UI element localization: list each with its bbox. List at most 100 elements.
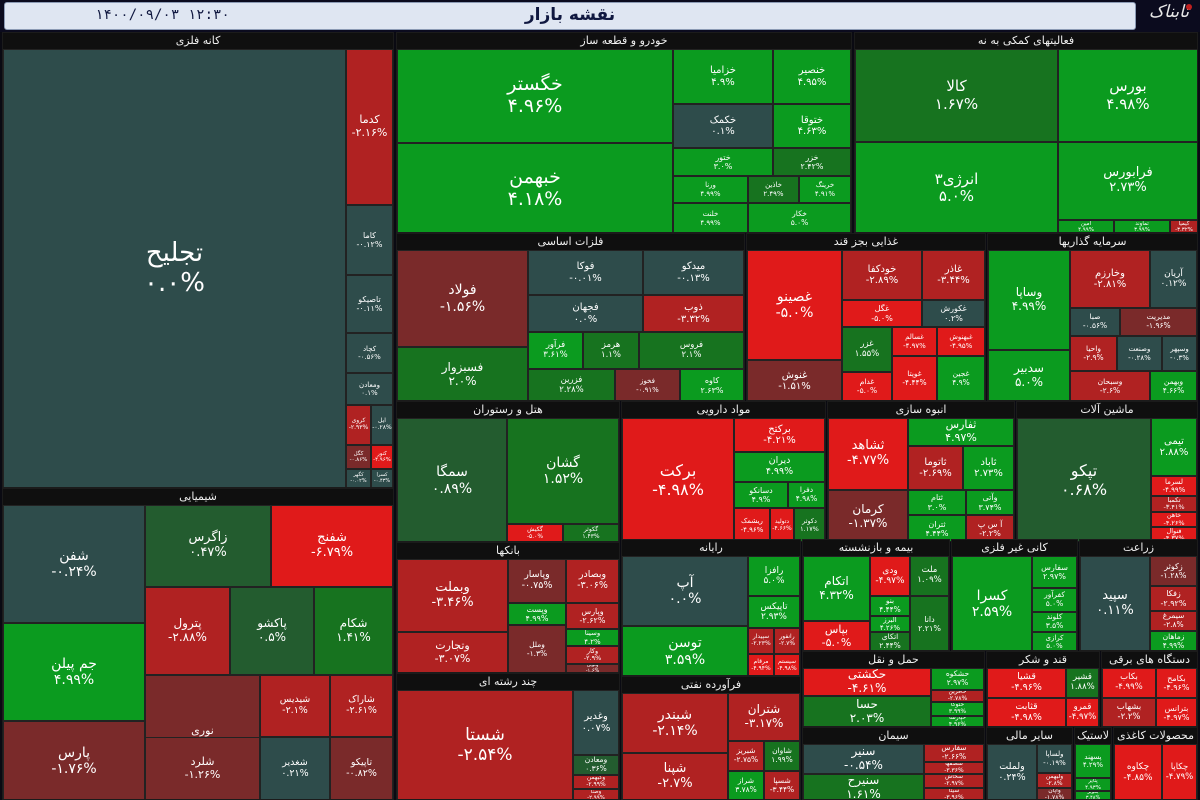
stock-tile[interactable]: زماهان ۴.۹۹% (1150, 631, 1197, 650)
stock-tile[interactable]: زفکا -۲.۹۲% (1150, 586, 1197, 611)
stock-tile[interactable]: شاوان ۱.۹۹% (764, 741, 800, 771)
stock-tile[interactable]: کاما -۰.۱۲% (346, 205, 393, 275)
stock-tile[interactable]: بکاب -۴.۹۹% (1102, 668, 1156, 698)
stock-tile[interactable]: سفارس -۲.۶۶% (924, 744, 984, 762)
stock-tile[interactable]: سنیرح ۱.۶۱% (803, 774, 924, 799)
stock-tile[interactable]: غسالم -۴.۹۷% (892, 327, 937, 356)
stock-tile[interactable]: تجلیح ۰.۰% (3, 49, 346, 487)
stock-tile[interactable]: سپید ۰.۱۱% (1080, 556, 1150, 650)
stock-tile[interactable]: امین ۴.۹۹% (1058, 220, 1114, 232)
stock-tile[interactable]: پتایر ۴.۹۳% (1075, 778, 1111, 791)
stock-tile[interactable]: غزر ۱.۵۵% (842, 327, 892, 372)
stock-tile[interactable]: خاذین ۲.۴۹% (748, 176, 799, 203)
stock-tile[interactable]: زاگرس ۰.۴۷% (145, 505, 271, 587)
stock-tile[interactable]: البرز ۴.۲۶% (870, 616, 910, 632)
stock-tile[interactable]: رانفور -۲.۷% (774, 628, 800, 654)
stock-tile[interactable]: غدام -۵.۰% (842, 372, 892, 400)
stock-tile[interactable]: چکاپا -۴.۷۹% (1162, 744, 1197, 799)
stock-tile[interactable]: گشان ۱.۵۲% (507, 418, 619, 524)
stock-tile[interactable]: تاصیکو -۰.۱۱% (346, 275, 393, 333)
stock-tile[interactable]: سخاش -۲.۹۷% (924, 774, 984, 788)
stock-tile[interactable]: ختوقا ۴.۶۳% (773, 104, 851, 148)
stock-tile[interactable]: آ س پ -۲.۲% (966, 515, 1014, 541)
stock-tile[interactable]: حتوکا ۳.۹۹% (931, 702, 984, 716)
stock-tile[interactable]: قشیر ۱.۸۸% (1066, 668, 1099, 698)
stock-tile[interactable]: کیمیا -۳.۳۲% (1170, 220, 1197, 232)
stock-tile[interactable]: کسرا ۲.۵۹% (952, 556, 1032, 650)
stock-tile[interactable]: پترول -۲.۸۸% (145, 587, 230, 675)
stock-tile[interactable]: دانا ۲.۲۱% (910, 596, 949, 650)
stock-tile[interactable]: کگل -۰.۸۶% (346, 445, 371, 469)
stock-tile[interactable]: ثفارس ۴.۹۷% (908, 418, 1014, 446)
stock-tile[interactable]: رافزا ۵.۰% (748, 556, 800, 596)
stock-tile[interactable]: ومعادن ۰.۳۶% (573, 755, 619, 775)
stock-tile[interactable]: وپاسار -۰.۷۵% (508, 559, 566, 603)
stock-tile[interactable]: حکشتی -۴.۶۱% (803, 668, 931, 696)
stock-tile[interactable]: سیمرغ -۲.۸% (1150, 611, 1197, 631)
stock-tile[interactable]: وکار -۲.۹% (566, 646, 619, 664)
stock-tile[interactable]: شفن -۰.۲۴% (3, 505, 145, 623)
stock-tile[interactable]: سپیدار -۲.۲۳% (748, 628, 774, 654)
stock-tile[interactable]: وپارس -۲.۶۲% (566, 603, 619, 629)
stock-tile[interactable]: کسرا -۰.۴۳% (371, 469, 393, 487)
stock-tile[interactable]: ثتران ۴.۴۴% (908, 515, 966, 541)
stock-tile[interactable]: حپارسا ۴.۹۶% (931, 716, 984, 726)
stock-tile[interactable]: تماوند ۳.۹۹% (1114, 220, 1170, 232)
stock-tile[interactable]: قمرو -۴.۹۷% (1066, 698, 1099, 726)
stock-tile[interactable]: شیدیس -۲.۱% (260, 675, 330, 737)
stock-tile[interactable]: غجین ۴.۹% (937, 356, 985, 400)
stock-tile[interactable]: پارس -۱.۷۶% (3, 721, 145, 799)
stock-tile[interactable]: تکمبا -۳.۴۱% (1151, 496, 1197, 512)
stock-tile[interactable]: کرازی ۵.۰% (1032, 632, 1077, 650)
stock-tile[interactable]: حافرین -۲.۷۸% (931, 690, 984, 702)
stock-tile[interactable]: شستا -۲.۵۴% (397, 690, 573, 799)
stock-tile[interactable]: فرابورس ۲.۷۳% (1058, 142, 1197, 220)
stock-tile[interactable]: غویتا -۴.۴۴% (892, 356, 937, 400)
stock-tile[interactable]: شراز ۳.۷۸% (728, 771, 764, 799)
stock-tile[interactable]: دیران ۴.۹۹% (734, 452, 825, 482)
stock-tile[interactable]: گکیش -۵.۰% (507, 524, 563, 541)
stock-tile[interactable]: گکوثر ۱.۴۳% (563, 524, 619, 541)
stock-tile[interactable]: ولملت ۰.۲۴% (987, 744, 1037, 799)
stock-tile[interactable]: بنو ۴.۴۴% (870, 596, 910, 616)
stock-tile[interactable]: ولبهمن -۲.۸% (1037, 773, 1072, 788)
stock-tile[interactable]: اتکای ۲.۴۴% (870, 632, 910, 650)
stock-tile[interactable]: واحیا -۲.۹% (1070, 336, 1117, 371)
stock-tile[interactable]: شلرد -۱.۲۶% (145, 737, 260, 799)
stock-tile[interactable]: سدبیر ۵.۰% (988, 350, 1070, 400)
stock-tile[interactable]: خبهمن ۴.۱۸% (397, 143, 673, 232)
stock-tile[interactable]: کلوند ۳.۵% (1032, 612, 1077, 632)
stock-tile[interactable]: شاراک -۲.۶۱% (330, 675, 393, 737)
stock-tile[interactable]: ثشاهد -۴.۷۷% (828, 418, 908, 490)
stock-tile[interactable]: ذوب -۳.۳۲% (643, 295, 744, 332)
stock-tile[interactable]: تاپیکس ۲.۹۳% (748, 596, 800, 628)
stock-tile[interactable]: هرمز ۱.۱% (583, 332, 639, 369)
stock-tile[interactable]: سیتا -۳.۹۶% (924, 788, 984, 799)
stock-tile[interactable]: ثتام ۳.۰% (908, 490, 966, 515)
stock-tile[interactable]: کاوه ۲.۶۳% (680, 369, 744, 400)
stock-tile[interactable]: شکام ۱.۴۱% (314, 587, 393, 675)
stock-tile[interactable]: انرژی۳ ۵.۰% (855, 142, 1058, 232)
stock-tile[interactable]: سمگا ۰.۸۹% (397, 418, 507, 541)
stock-tile[interactable]: بشهاب -۲.۲% (1102, 698, 1156, 726)
stock-tile[interactable]: مدیریت -۱.۹۶% (1120, 308, 1197, 336)
stock-tile[interactable]: فخوز -۰.۹۱% (615, 369, 680, 400)
stock-tile[interactable]: کفرآور ۵.۰% (1032, 588, 1077, 612)
stock-tile[interactable]: فسبزوار ۲.۰% (397, 347, 528, 400)
stock-tile[interactable]: دکوثر ۱.۱۷% (794, 508, 825, 541)
stock-tile[interactable]: ومعادن ۰.۱% (346, 373, 393, 405)
stock-tile[interactable]: وصنا -۲.۹۹% (573, 789, 619, 799)
stock-tile[interactable]: شبریز -۲.۷۵% (728, 741, 764, 771)
stock-tile[interactable]: ولساپا -۰.۱۹% (1037, 744, 1072, 773)
stock-tile[interactable]: تاپیکو -۰.۸۲% (330, 737, 393, 799)
stock-tile[interactable]: فوکا -۰.۰۱% (528, 250, 643, 295)
stock-tile[interactable]: توسن ۳.۵۹% (622, 626, 748, 675)
stock-tile[interactable]: وآتی ۳.۷۴% (966, 490, 1014, 515)
stock-tile[interactable]: سنیر -۰.۵۴% (803, 744, 924, 774)
stock-tile[interactable]: ریشمک -۴.۹۶% (734, 508, 770, 541)
stock-tile[interactable]: خکار ۵.۰% (748, 203, 851, 232)
stock-tile[interactable]: خگستر ۴.۹۶% (397, 49, 673, 143)
stock-tile[interactable]: کچاد -۰.۵۶% (346, 333, 393, 373)
stock-tile[interactable]: خزر ۲.۴۲% (773, 148, 851, 176)
stock-tile[interactable]: ختور ۳.۰% (673, 148, 773, 176)
